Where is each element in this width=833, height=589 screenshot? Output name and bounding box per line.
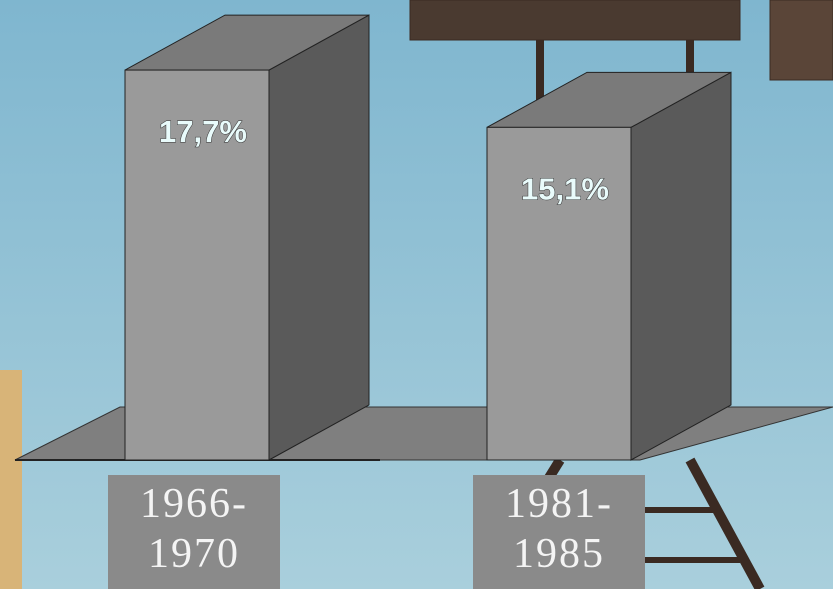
bar [124,69,270,461]
building [0,370,22,589]
value-label: 17,7% [159,114,247,149]
bar [486,126,632,461]
bar-side [268,14,370,461]
x-tick-label: 1981-1985 [473,475,645,589]
x-tick-label: 1966-1970 [108,475,280,589]
value-label: 15,1% [521,171,609,206]
bar-side [630,71,732,461]
